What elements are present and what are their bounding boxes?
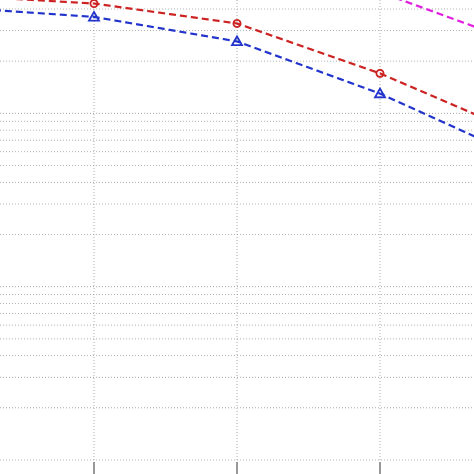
data-point (230, 34, 244, 47)
data-point (373, 86, 387, 99)
series-line (0, 9, 474, 138)
data-point (375, 68, 385, 78)
series-group (0, 0, 474, 138)
series-line (13, 0, 474, 116)
series-2 (13, 0, 474, 116)
x-axis-ticks (93, 462, 381, 474)
series-line (398, 0, 474, 28)
series-3 (0, 9, 474, 138)
data-point (232, 18, 242, 28)
data-point (89, 0, 99, 9)
data-point (87, 10, 101, 22)
series-1 (398, 0, 474, 28)
